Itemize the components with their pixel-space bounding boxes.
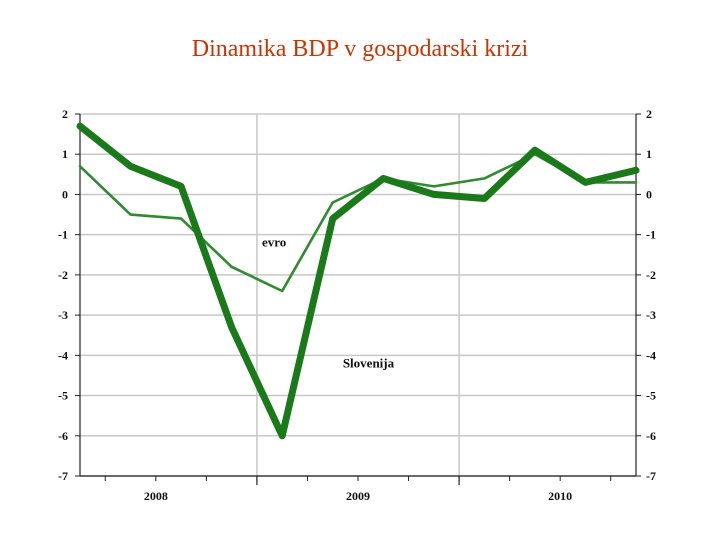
- y-tick-label-right: -5: [646, 389, 656, 403]
- y-tick-label-left: -1: [58, 228, 68, 242]
- series-line-evro: [78, 152, 638, 293]
- axes: 2 1 0 -1 -2 -3 -4 -5 -6 -7 2 1 0 -1 -2 -3 -4 -5 -6 -7: [58, 107, 656, 485]
- y-tick-label-left: 2: [62, 107, 68, 121]
- y-tick-label-right: -2: [646, 268, 656, 282]
- y-tick-label-right: -1: [646, 228, 656, 242]
- series-group: [76, 122, 640, 440]
- y-tick-label-left: -4: [58, 348, 68, 362]
- y-tick-label-right: 2: [646, 107, 652, 121]
- x-tick-label: 2009: [346, 489, 370, 503]
- y-tick-label-left: -6: [58, 429, 68, 443]
- y-tick-label-right: -4: [646, 348, 656, 362]
- y-tick-label-right: 0: [646, 187, 652, 201]
- y-tick-label-left: -3: [58, 308, 68, 322]
- chart-title: Dinamika BDP v gospodarski krizi: [191, 36, 529, 62]
- y-tick-label-right: -3: [646, 308, 656, 322]
- annotation-evro: evro: [262, 235, 286, 250]
- annotation-slovenija: Slovenija: [343, 355, 395, 370]
- y-tick-label-left: -5: [58, 389, 68, 403]
- y-tick-label-right: -6: [646, 429, 656, 443]
- x-tick-label: 2008: [144, 489, 168, 503]
- series-line-slovenija: [76, 122, 640, 440]
- labels: 2008 2009 2010 evro Slovenija: [144, 235, 572, 503]
- grid: [80, 113, 636, 477]
- y-tick-label-right: -7: [646, 469, 656, 483]
- y-tick-label-left: -2: [58, 268, 68, 282]
- y-tick-label-left: -7: [58, 469, 68, 483]
- y-tick-label-right: 1: [646, 147, 652, 161]
- y-tick-label-left: 0: [62, 187, 68, 201]
- x-tick-label: 2010: [548, 489, 572, 503]
- y-tick-label-left: 1: [62, 147, 68, 161]
